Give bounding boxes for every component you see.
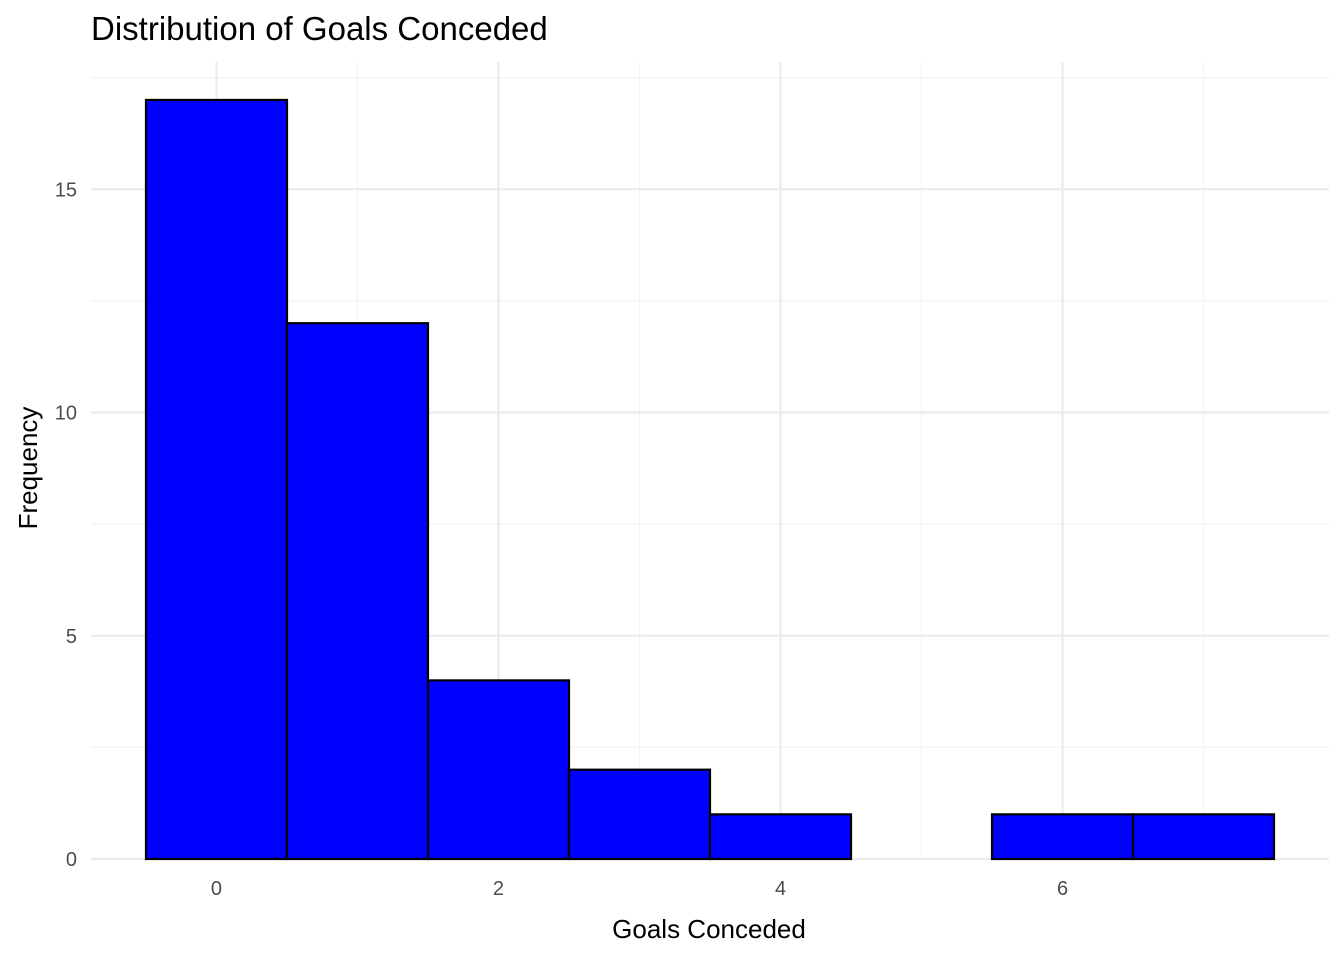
histogram-bar — [708, 813, 853, 861]
histogram-bar — [426, 679, 571, 861]
histogram-bars — [144, 98, 1276, 861]
histogram-bar — [285, 322, 430, 861]
y-axis-ticks: 0 5 10 15 — [55, 179, 77, 871]
x-axis-ticks: 0 2 4 6 — [211, 878, 1068, 900]
y-axis-title: Frequency — [13, 407, 43, 530]
y-tick-label: 5 — [66, 626, 77, 648]
histogram-bar — [990, 813, 1135, 861]
y-tick-label: 0 — [66, 849, 77, 871]
y-tick-label: 15 — [55, 179, 77, 201]
histogram-bar — [144, 98, 289, 861]
chart-title: Distribution of Goals Conceded — [91, 10, 548, 47]
histogram-bar — [567, 768, 712, 861]
x-tick-label: 4 — [775, 878, 786, 900]
x-axis-title: Goals Conceded — [612, 914, 806, 944]
x-tick-label: 0 — [211, 878, 222, 900]
histogram-bar — [1131, 813, 1276, 861]
x-tick-label: 6 — [1057, 878, 1068, 900]
x-tick-label: 2 — [493, 878, 504, 900]
plot-panel — [91, 62, 1329, 861]
y-tick-label: 10 — [55, 403, 77, 425]
